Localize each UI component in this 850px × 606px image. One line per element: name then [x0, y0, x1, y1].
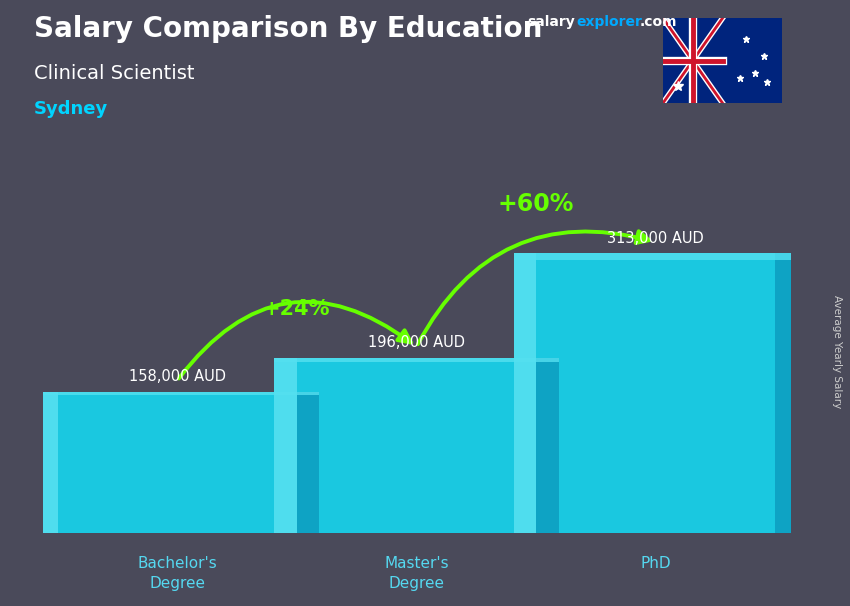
Text: PhD: PhD: [641, 556, 672, 571]
Polygon shape: [663, 18, 782, 103]
Polygon shape: [35, 392, 58, 533]
Text: Clinical Scientist: Clinical Scientist: [34, 64, 195, 82]
Text: salary: salary: [527, 15, 575, 29]
Polygon shape: [297, 392, 320, 533]
Polygon shape: [536, 358, 558, 533]
Polygon shape: [513, 253, 798, 533]
Text: Sydney: Sydney: [34, 100, 108, 118]
Text: 158,000 AUD: 158,000 AUD: [128, 370, 225, 384]
Polygon shape: [275, 358, 298, 533]
Text: Salary Comparison By Education: Salary Comparison By Education: [34, 15, 542, 43]
Polygon shape: [775, 253, 798, 533]
Text: .com: .com: [640, 15, 677, 29]
Text: 313,000 AUD: 313,000 AUD: [608, 231, 705, 246]
Polygon shape: [513, 253, 798, 261]
Polygon shape: [513, 253, 536, 533]
Polygon shape: [275, 358, 558, 533]
Text: +24%: +24%: [263, 299, 331, 319]
Polygon shape: [275, 358, 558, 362]
Text: Bachelor's
Degree: Bachelor's Degree: [137, 556, 217, 591]
Text: +60%: +60%: [498, 193, 575, 216]
Text: 196,000 AUD: 196,000 AUD: [368, 336, 465, 350]
Text: explorer: explorer: [576, 15, 643, 29]
Text: Average Yearly Salary: Average Yearly Salary: [832, 295, 842, 408]
Polygon shape: [35, 392, 320, 533]
Text: Master's
Degree: Master's Degree: [384, 556, 449, 591]
Polygon shape: [35, 392, 320, 396]
